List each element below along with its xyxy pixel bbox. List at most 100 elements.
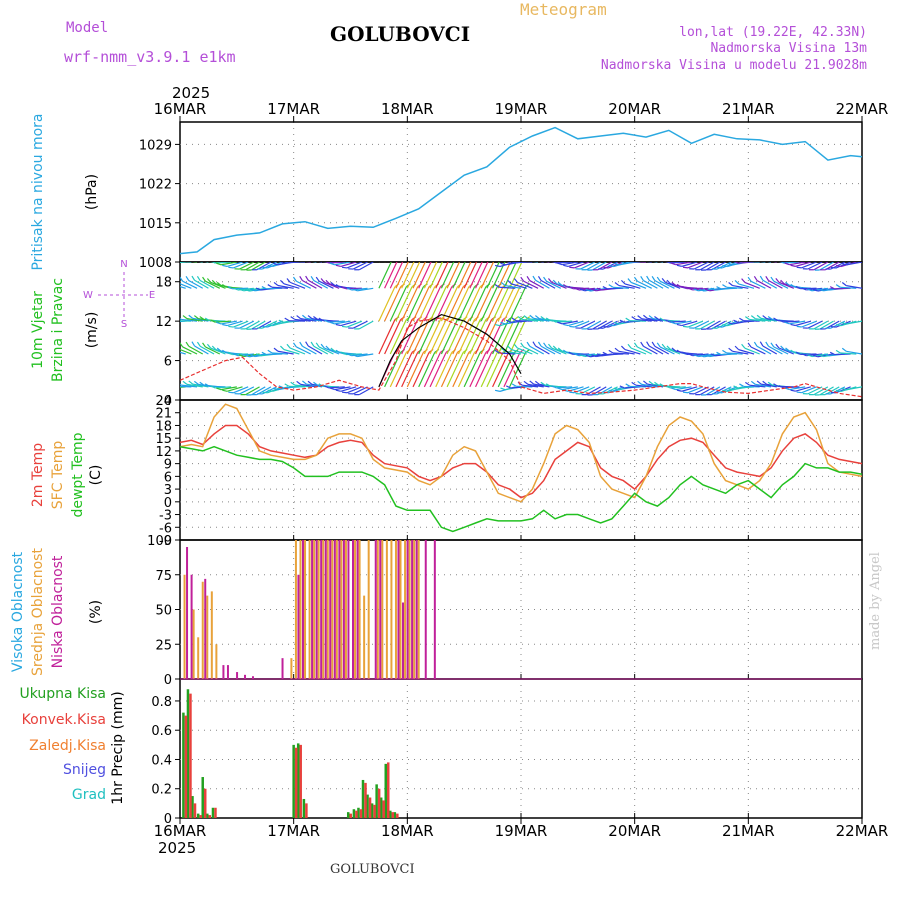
wind-barb — [418, 262, 432, 289]
wind-barb-head — [704, 288, 711, 292]
wind-barb — [630, 281, 647, 289]
wind-barb-head — [290, 381, 296, 386]
wind-barb — [624, 349, 641, 355]
wind-barb-head — [523, 315, 529, 320]
wind-barb — [194, 345, 209, 355]
wind-barb-head — [557, 281, 563, 286]
wind-barb-head — [296, 380, 301, 385]
wind-barb-head — [543, 276, 547, 282]
wind-barb-head — [180, 383, 182, 386]
wind-barb — [239, 262, 255, 270]
wind-barb — [795, 262, 812, 267]
wind-barb-head — [171, 384, 175, 387]
wind-barb — [592, 320, 607, 330]
wind-barb — [738, 349, 755, 355]
wind-barb-head — [608, 284, 614, 288]
pressure-units-label: (hPa) — [84, 174, 100, 210]
wind-barb-head — [784, 321, 790, 325]
wind-barb-head — [637, 315, 642, 320]
wind-barb — [430, 262, 431, 263]
wind-barb-head — [227, 351, 233, 356]
wind-barb — [401, 286, 419, 322]
wind-barb-head — [188, 380, 194, 385]
wind-barb-head — [569, 325, 575, 328]
wind-barb — [744, 347, 760, 355]
wind-barb-head — [401, 251, 405, 254]
wind-barb — [641, 318, 658, 322]
wind-barb-head — [330, 347, 336, 352]
wind-barb-head — [666, 262, 671, 264]
wind-barb — [266, 287, 283, 290]
wind-barb-head — [807, 288, 813, 292]
wind-barb — [463, 319, 481, 355]
y-tick-label: 3 — [164, 483, 172, 498]
wind-barb-head — [790, 264, 796, 267]
wind-barb-head — [279, 262, 284, 264]
wind-barb-head — [261, 285, 267, 290]
wind-barb-head — [568, 285, 574, 290]
wind-barb-head — [637, 380, 642, 385]
wind-barb-head — [457, 251, 461, 254]
wind-barb-head — [640, 276, 644, 281]
wind-barb — [778, 281, 795, 289]
wind-barb — [324, 347, 340, 355]
wind-barb — [233, 320, 249, 328]
wind-barb-head — [194, 256, 198, 259]
wind-barb-head — [835, 284, 841, 288]
wind-barb — [180, 348, 192, 355]
wind-barb — [556, 386, 573, 389]
wind-barb-head — [602, 351, 608, 356]
precip-legend-0: Ukupna Kisa — [19, 686, 106, 702]
wind-barb-head — [759, 275, 764, 281]
wind-barb-head — [739, 317, 745, 322]
wind-barb — [846, 285, 862, 289]
y-tick-label: 0.2 — [151, 783, 172, 798]
wind-barb — [307, 279, 323, 289]
wind-barb — [180, 386, 181, 388]
wind-barb — [296, 346, 311, 355]
wind-barb — [624, 283, 641, 289]
wind-barb-head — [211, 279, 217, 285]
wind-barb — [738, 283, 755, 289]
wind-barb — [574, 320, 590, 328]
wind-barb — [675, 386, 692, 391]
wind-barb — [551, 347, 567, 355]
wind-barb-head — [569, 266, 575, 269]
wind-barb — [608, 262, 624, 269]
wind-barb-head — [733, 385, 739, 389]
wind-barb — [527, 383, 544, 388]
y-tick-label: 24 — [155, 394, 172, 409]
wind-barb — [458, 262, 460, 263]
wind-barb-head — [526, 275, 531, 281]
wind-barb — [271, 286, 289, 289]
wind-barb-head — [261, 351, 267, 356]
wind-barb-head — [173, 344, 176, 348]
wind-barb-head — [292, 342, 297, 348]
wind-barb-head — [602, 286, 608, 290]
wind-barb — [192, 383, 209, 388]
wind-barb — [457, 352, 476, 388]
x-tick-label-top: 18MAR — [381, 100, 434, 118]
compass-e: E — [149, 290, 155, 301]
wind-barb — [630, 347, 647, 355]
wind-barb-head — [412, 225, 416, 228]
wind-barb-head — [734, 279, 740, 285]
wind-barb — [505, 284, 522, 289]
y-tick-label: 12 — [155, 315, 172, 330]
wind-barb-head — [545, 383, 551, 387]
wind-barb-head — [727, 387, 733, 391]
wind-barb — [306, 317, 323, 322]
wind-barb-head — [322, 262, 323, 263]
wind-barb-head — [722, 324, 728, 327]
wind-barb — [509, 352, 527, 388]
wind-barb — [220, 386, 237, 391]
elevation-text: Nadmorska Visina 13m — [710, 41, 867, 56]
wind-barb-head — [325, 345, 330, 350]
wind-barb-head — [687, 353, 693, 357]
precip-legend-3: Snijeg — [63, 762, 106, 778]
wind-barb-head — [494, 284, 500, 288]
wind-barb — [813, 386, 829, 396]
wind-barb — [251, 386, 266, 396]
wind-barb-head — [346, 287, 352, 291]
wind-barb-head — [520, 225, 524, 228]
